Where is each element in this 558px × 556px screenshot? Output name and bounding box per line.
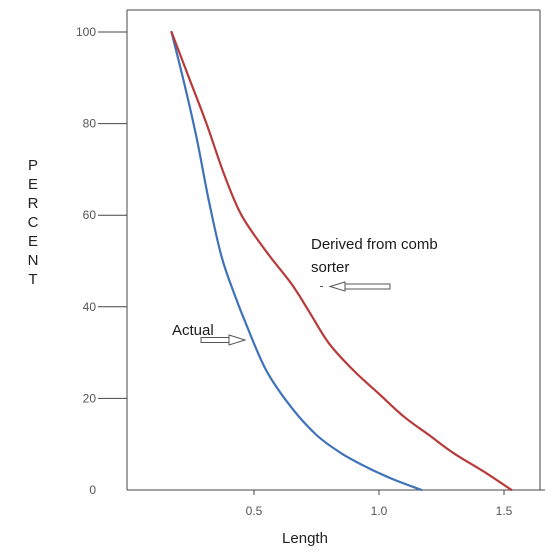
annotation-derived-line1: Derived from comb xyxy=(311,236,438,253)
arrow-actual xyxy=(200,334,247,346)
y-tick-label: 100 xyxy=(76,25,96,39)
y-tick-label: 80 xyxy=(83,117,97,131)
y-tick-label: 0 xyxy=(89,483,96,497)
y-axis-title: PERCENT xyxy=(25,157,42,290)
arrow-derived xyxy=(320,281,391,292)
annotation-derived-line2: sorter xyxy=(311,259,349,276)
y-tick-label: 40 xyxy=(83,300,97,314)
y-tick-label: 20 xyxy=(83,391,97,405)
x-axis-title: Length xyxy=(282,530,328,547)
x-ticks: 0.5 1.0 1.5 xyxy=(246,490,513,518)
series-line-derived xyxy=(170,30,513,492)
series-layer xyxy=(170,30,513,492)
series-line-actual xyxy=(170,30,423,492)
y-ticks: 0 20 40 60 80 100 xyxy=(76,25,127,497)
y-tick-label: 60 xyxy=(83,208,97,222)
x-tick-label: 0.5 xyxy=(246,504,263,518)
annotation-actual: Actual xyxy=(172,322,214,339)
x-tick-label: 1.0 xyxy=(371,504,388,518)
x-tick-label: 1.5 xyxy=(496,504,513,518)
